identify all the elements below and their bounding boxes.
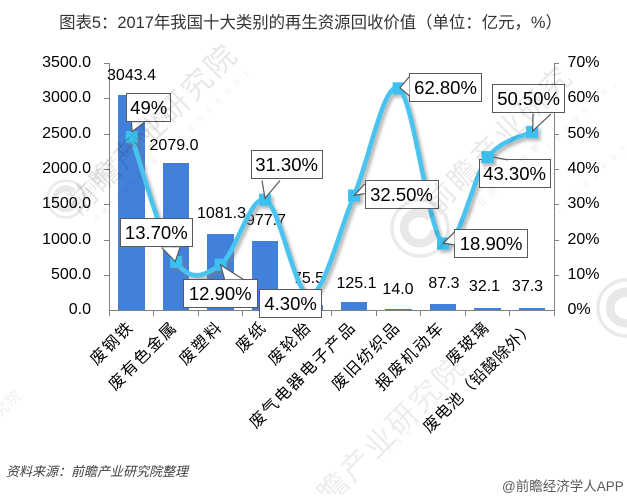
svg-text:前瞻产业研究院: 前瞻产业研究院 (289, 350, 473, 494)
svg-text:究院: 究院 (0, 386, 25, 420)
svg-text:( 8 3 9 5 9 9 ): ( 8 3 9 5 9 9 ) (554, 142, 627, 217)
svg-text:前瞻产业研究院: 前瞻产业研究院 (61, 38, 245, 222)
